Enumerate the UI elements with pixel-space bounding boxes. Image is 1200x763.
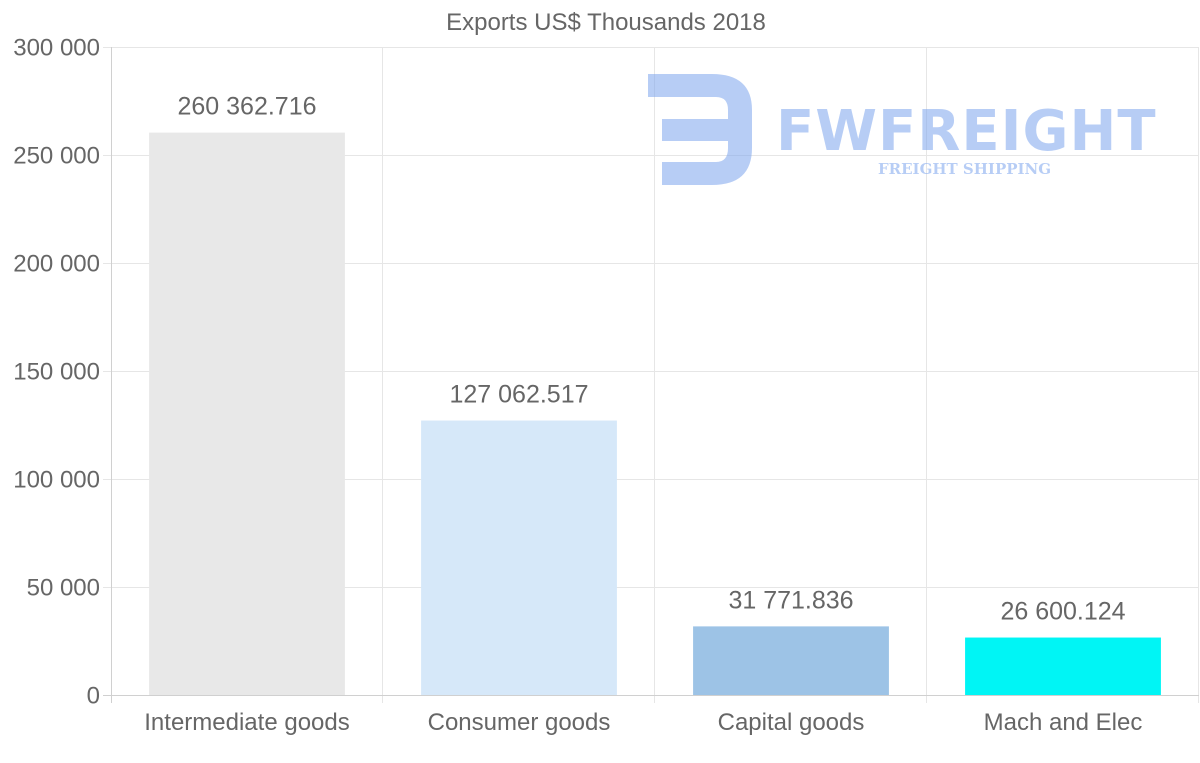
chart-title: Exports US$ Thousands 2018: [446, 9, 766, 36]
x-tick-label: Consumer goods: [428, 709, 611, 736]
y-tick-label: 200 000: [13, 251, 100, 278]
y-tick-label: 250 000: [13, 143, 100, 170]
bar[interactable]: [421, 420, 617, 695]
fwfreight-logo-icon: [648, 74, 752, 185]
axes: [103, 47, 1199, 703]
bar-value-label: 260 362.716: [177, 93, 316, 121]
y-tick-label: 0: [87, 683, 100, 710]
bars: [149, 132, 1161, 696]
y-tick-label: 50 000: [27, 575, 100, 602]
bar[interactable]: [965, 637, 1161, 695]
watermark-brand-text: FWFREIGHT: [776, 99, 1157, 164]
y-tick-label: 150 000: [13, 359, 100, 386]
bar[interactable]: [693, 626, 889, 695]
labels: 0 50 000 100 000 150 000 200 000 250 000 300 0…: [13, 35, 1142, 737]
watermark: FWFREIGHT FREIGHT SHIPPING: [648, 74, 1157, 185]
bar-value-label: 26 600.124: [1000, 598, 1125, 626]
x-tick-label: Mach and Elec: [984, 709, 1143, 736]
y-tick-label: 100 000: [13, 467, 100, 494]
bar[interactable]: [149, 132, 345, 696]
watermark-tagline-text: FREIGHT SHIPPING: [878, 160, 1051, 178]
x-tick-label: Capital goods: [718, 709, 865, 736]
bar-value-label: 31 771.836: [728, 586, 853, 614]
x-tick-label: Intermediate goods: [144, 709, 349, 736]
y-tick-label: 300 000: [13, 35, 100, 62]
bar-value-label: 127 062.517: [449, 381, 588, 409]
